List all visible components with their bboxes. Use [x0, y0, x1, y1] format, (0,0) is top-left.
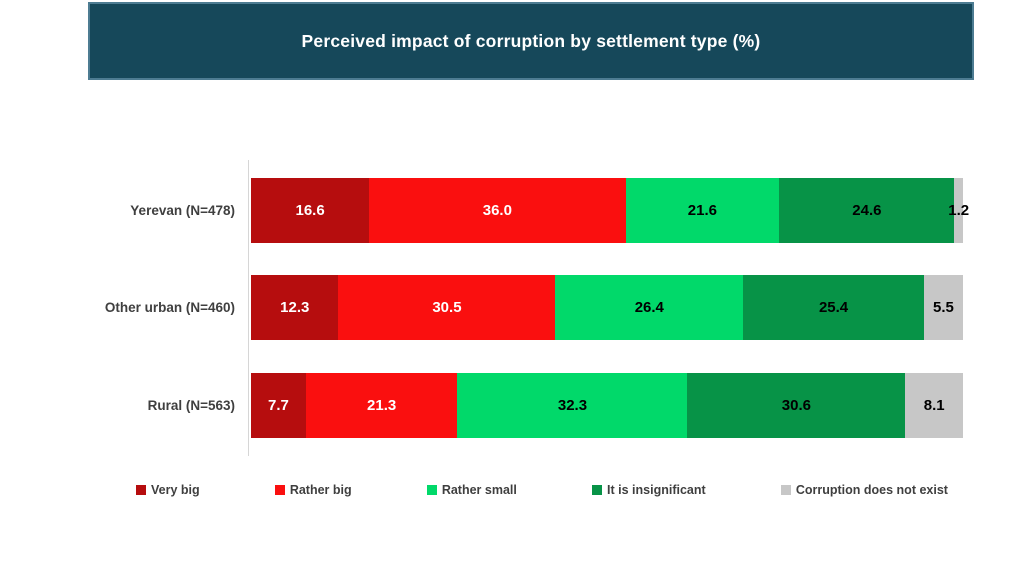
bar-segment: 7.7 [251, 373, 306, 438]
segment-value-label: 21.3 [367, 397, 397, 414]
segment-value-label: 5.5 [933, 299, 954, 316]
segment-value-label: 21.6 [687, 202, 717, 219]
legend-label: Very big [151, 483, 200, 497]
legend-item: It is insignificant [592, 483, 706, 497]
legend: Very big Rather big Rather small It is insi… [136, 482, 948, 498]
segment-value-label: 8.1 [923, 397, 945, 414]
segment-value-label: 1.2 [948, 202, 970, 219]
bar-segment: 5.5 [923, 275, 963, 340]
segment-value-label: 25.4 [818, 299, 849, 316]
segment-value-label: 30.5 [432, 299, 462, 316]
category-axis-line [248, 160, 249, 456]
legend-item: Corruption does not exist [780, 483, 948, 497]
stacked-bar: 12.3 30.5 26.4 25.4 5.5 [251, 275, 963, 340]
bar-segment: 16.6 [251, 178, 370, 243]
bar-segment: 26.4 [555, 275, 744, 340]
segment-value-label: 26.4 [634, 299, 664, 316]
bar-segment: 32.3 [457, 373, 688, 438]
legend-item: Rather big [274, 483, 352, 497]
legend-swatch-icon [592, 485, 603, 495]
bar-segment: 21.3 [305, 373, 458, 438]
bar-segment: 12.3 [251, 275, 339, 340]
bar-row: Other urban (N=460) 12.3 30.5 26.4 25.4 5.5 [0, 275, 1024, 340]
chart-title: Perceived impact of corruption by settle… [301, 30, 761, 51]
bar-segment: 24.6 [779, 178, 955, 243]
segment-value-label: 16.6 [295, 202, 325, 219]
bar-segment: 36.0 [369, 178, 626, 243]
segment-value-label: 12.3 [280, 299, 310, 316]
segment-value-label: 32.3 [557, 397, 588, 414]
bar-segment: 30.5 [338, 275, 556, 340]
legend-item: Very big [136, 483, 200, 497]
segment-value-label: 24.6 [852, 202, 882, 219]
stacked-bar: 16.6 36.0 21.6 24.6 1.2 [251, 178, 969, 243]
category-label: Rural (N=563) [147, 398, 235, 413]
legend-label: It is insignificant [607, 483, 706, 497]
bar-row: Yerevan (N=478) 16.6 36.0 21.6 24.6 1.2 [0, 178, 1024, 243]
legend-label: Rather small [441, 483, 517, 497]
segment-value-label: 30.6 [781, 397, 811, 414]
bar-row: Rural (N=563) 7.7 21.3 32.3 30.6 8.1 [0, 373, 1024, 438]
legend-label: Corruption does not exist [795, 483, 948, 497]
legend-item: Rather small [426, 483, 517, 497]
bar-segment: 1.2 [948, 178, 969, 243]
segment-value-label: 7.7 [267, 397, 289, 414]
category-label: Other urban (N=460) [104, 300, 235, 315]
legend-label: Rather big [289, 483, 352, 497]
legend-swatch-icon [780, 485, 791, 495]
legend-swatch-icon [426, 485, 437, 495]
chart-title-banner: Perceived impact of corruption by settle… [88, 2, 974, 80]
bar-segment: 21.6 [625, 178, 780, 243]
category-label: Yerevan (N=478) [130, 203, 235, 218]
bar-segment: 30.6 [687, 373, 906, 438]
bar-segment: 25.4 [743, 275, 924, 340]
segment-value-label: 36.0 [482, 202, 512, 219]
bar-segment: 8.1 [905, 373, 963, 438]
legend-swatch-icon [136, 485, 146, 495]
legend-swatch-icon [274, 485, 285, 495]
stacked-bar: 7.7 21.3 32.3 30.6 8.1 [251, 373, 963, 438]
